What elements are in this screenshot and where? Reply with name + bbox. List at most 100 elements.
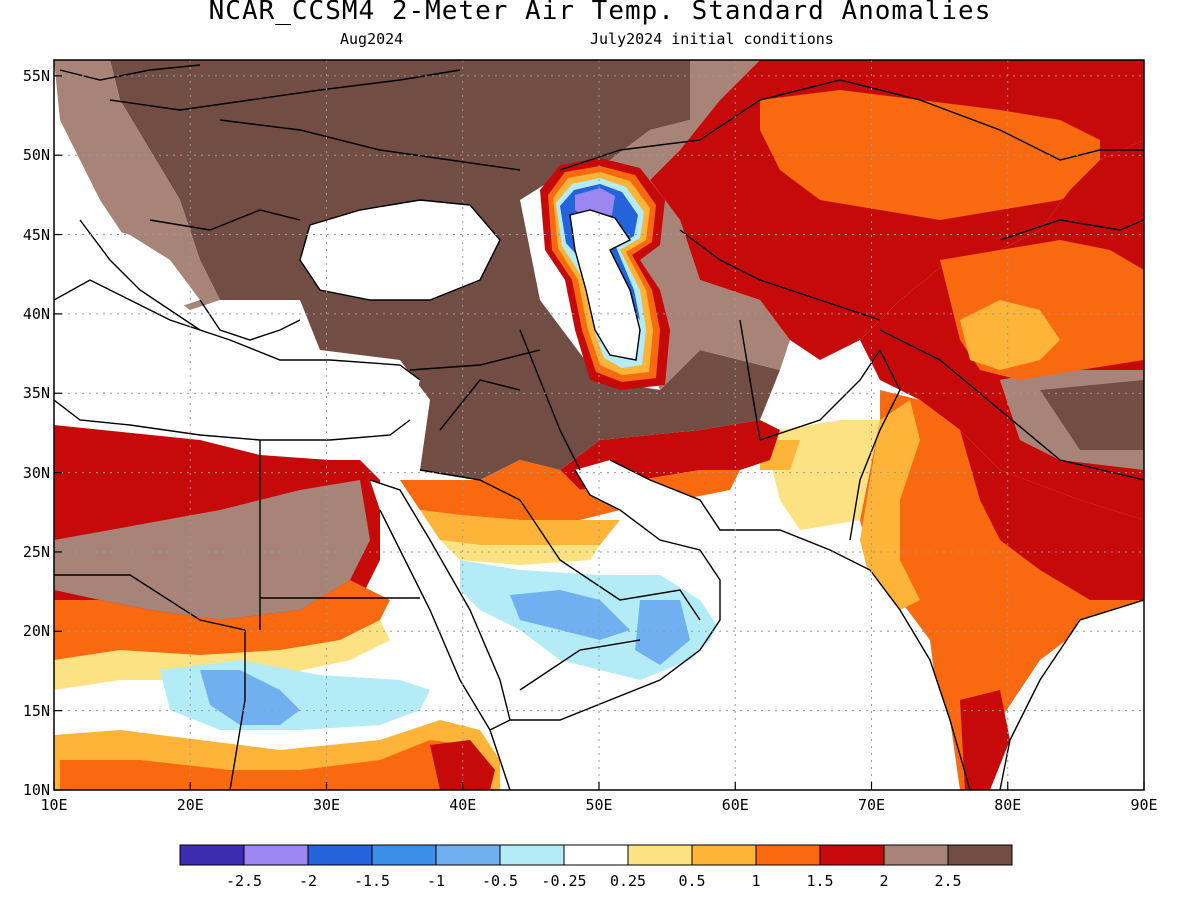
colorbar-swatch <box>691 844 757 866</box>
lon-label: 90E <box>1130 796 1157 814</box>
caspian-sea <box>570 210 640 360</box>
colorbar-label: -1 <box>427 872 445 890</box>
lon-label: 40E <box>449 796 476 814</box>
anomaly-region-neg1-arabia <box>510 590 630 640</box>
colorbar-label: -0.25 <box>541 872 586 890</box>
anomaly-region-2.5-sahara <box>54 480 370 620</box>
coastline-mediterranean-north <box>54 279 421 381</box>
colorbar-label: 2.5 <box>934 872 961 890</box>
graticule <box>54 60 1144 790</box>
adriatic <box>80 220 200 310</box>
colorbar-swatch <box>179 844 245 866</box>
border-india-china <box>879 329 1144 481</box>
coastline-italy <box>79 219 201 331</box>
anomaly-region-neg1-sudan <box>200 670 300 725</box>
lat-label: 25N <box>23 543 50 561</box>
anomaly-region-1.5-india <box>860 390 1144 790</box>
coastline-horn <box>489 729 511 790</box>
colorbar: -2.5 -2 -1.5 -1 -0.5 -0.25 0.25 0.5 1 1.… <box>179 844 1013 890</box>
anomaly-region-1-arabia <box>400 460 620 520</box>
coastlines <box>54 64 1144 790</box>
colorbar-swatch <box>435 844 501 866</box>
lat-label: 50N <box>23 146 50 164</box>
initial-conditions: July2024 initial conditions <box>590 30 834 48</box>
border-afghan-pak <box>759 349 881 441</box>
border-iraq-iran <box>519 329 581 471</box>
lat-label: 20N <box>23 622 50 640</box>
border-kazakh <box>559 79 1144 171</box>
colorbar-label: -2.5 <box>226 872 262 890</box>
coastline-greece <box>199 299 301 341</box>
coastline-africa-north <box>54 399 411 441</box>
red-sea <box>370 480 510 730</box>
lat-label: 55N <box>23 67 50 85</box>
axis-ticks <box>53 75 1145 791</box>
colorbar-swatch <box>307 844 373 866</box>
lon-label: 10E <box>40 796 67 814</box>
colorbar-label: -1.5 <box>354 872 390 890</box>
colorbar-swatch <box>627 844 693 866</box>
border-balkans <box>149 209 301 231</box>
anomaly-region-1-tarim <box>960 300 1060 370</box>
colorbar-label: -0.5 <box>482 872 518 890</box>
lat-label: 35N <box>23 384 50 402</box>
border-europe-east <box>219 119 521 171</box>
border-china-mongolia <box>999 219 1144 241</box>
lon-label: 60E <box>722 796 749 814</box>
colorbar-label: 1.5 <box>806 872 833 890</box>
anomaly-region-neg1-oman <box>635 600 690 665</box>
persian-gulf <box>575 460 720 550</box>
lat-label: 45N <box>23 226 50 244</box>
lat-label: 30N <box>23 464 50 482</box>
colorbar-swatch <box>563 844 629 866</box>
anomaly-region-2-horn <box>430 740 495 790</box>
colorbar-label: 0.5 <box>678 872 705 890</box>
border-europe-central <box>109 69 461 111</box>
lon-label: 50E <box>585 796 612 814</box>
colorbar-label: -2 <box>299 872 317 890</box>
mediterranean-sea <box>54 280 420 440</box>
coastline-black-sea <box>299 199 501 301</box>
bay-of-bengal <box>1000 600 1144 790</box>
border-iraq-syria <box>439 379 521 431</box>
anomaly-region-1-india <box>860 400 920 610</box>
colorbar-swatch <box>819 844 885 866</box>
coastline-india-east <box>999 599 1144 790</box>
colorbar-swatch <box>371 844 437 866</box>
map-title: NCAR_CCSM4 2-Meter Air Temp. Standard An… <box>208 0 992 26</box>
lon-tick-labels: 10E 20E 30E 40E 50E 60E 70E 80E 90E <box>40 796 1157 814</box>
colorbar-swatch <box>243 844 309 866</box>
anomaly-region-0.5-arabia <box>420 510 620 545</box>
colorbar-swatch <box>947 844 1013 866</box>
arabian-sea <box>520 530 960 790</box>
anomaly-region-1.5-horn <box>60 740 490 790</box>
border-iran-afghan <box>739 319 761 441</box>
colorbar-label: 0.25 <box>610 872 646 890</box>
colorbar-swatch <box>755 844 821 866</box>
coastline-caspian <box>569 209 641 361</box>
border-arabia <box>419 469 701 621</box>
coastline-baltic <box>59 64 201 81</box>
lat-label: 40N <box>23 305 50 323</box>
anomaly-region-0.5-sahel <box>54 620 390 690</box>
lon-label: 30E <box>313 796 340 814</box>
colorbar-label: 1 <box>751 872 760 890</box>
forecast-month: Aug2024 <box>340 30 404 48</box>
anomaly-region-2.5-tibet-core <box>1040 380 1144 450</box>
border-central-asia <box>679 229 881 321</box>
border-sudan-chad <box>229 630 246 790</box>
lat-label: 15N <box>23 702 50 720</box>
colorbar-label: 2 <box>879 872 888 890</box>
anomaly-region-2-europe <box>54 60 220 310</box>
lon-label: 70E <box>858 796 885 814</box>
coastline-iran-south <box>609 459 971 790</box>
border-yemen <box>519 639 641 691</box>
border-turkey-syria <box>409 349 541 371</box>
colorbar-swatch <box>883 844 949 866</box>
border-africa-west <box>54 574 246 631</box>
lat-tick-labels: 10N 15N 20N 25N 30N 35N 40N 45N 50N 55N <box>23 67 50 799</box>
black-sea <box>300 200 500 300</box>
anomaly-region-2-india-south <box>960 690 1010 790</box>
lat-label: 10N <box>23 781 50 799</box>
